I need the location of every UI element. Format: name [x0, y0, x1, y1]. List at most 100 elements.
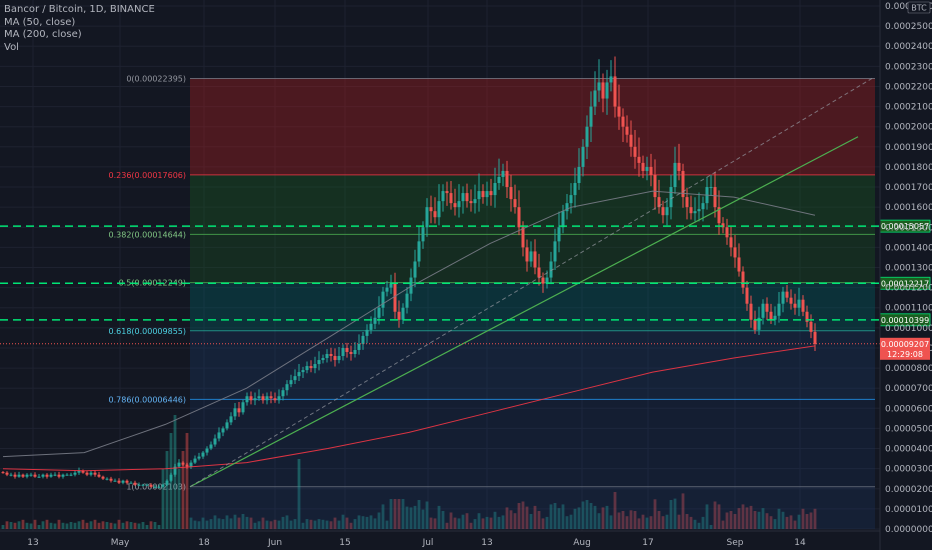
candle-body: [281, 390, 285, 397]
volume-bar: [313, 520, 317, 529]
volume-bar: [25, 522, 29, 529]
candle-body: [185, 464, 189, 467]
volume-bar: [633, 511, 637, 529]
candle-body: [477, 191, 481, 200]
volume-bar: [685, 514, 689, 529]
x-tick-label: 15: [339, 538, 350, 548]
volume-bar: [553, 503, 557, 529]
volume-bar: [297, 459, 301, 529]
candle-body: [777, 303, 781, 316]
legend-ma200[interactable]: MA (200, close): [4, 29, 82, 40]
volume-bar: [649, 516, 653, 529]
volume-bar: [309, 519, 313, 529]
candle-body: [617, 106, 621, 117]
volume-bar: [193, 520, 197, 529]
candle-body: [745, 287, 749, 304]
volume-bar: [249, 517, 253, 529]
volume-bar: [269, 521, 273, 529]
candle-body: [301, 370, 305, 373]
volume-bar: [141, 522, 145, 529]
candle-body: [49, 474, 53, 477]
candle-body: [305, 366, 309, 371]
candle-body: [493, 183, 497, 196]
x-tick-label: 14: [794, 538, 806, 548]
candle-body: [609, 76, 613, 83]
volume-bar: [713, 501, 717, 529]
candle-body: [189, 462, 193, 467]
candle-body: [9, 474, 13, 476]
volume-bar: [429, 517, 433, 529]
candle-body: [313, 364, 317, 369]
volume-bar: [537, 511, 541, 529]
candle-body: [105, 478, 109, 480]
candle-body: [261, 396, 265, 401]
volume-bar: [797, 514, 801, 529]
volume-bar: [813, 508, 817, 529]
volume-bar: [85, 522, 89, 529]
volume-bar: [465, 513, 469, 529]
volume-bar: [237, 517, 241, 529]
candle-body: [153, 486, 157, 488]
volume-bar: [781, 511, 785, 529]
candle-body: [797, 299, 801, 308]
candle-body: [557, 227, 561, 242]
volume-bar: [65, 523, 69, 529]
volume-bar: [621, 511, 625, 529]
candle-body: [513, 199, 517, 208]
volume-bar: [689, 516, 693, 529]
x-tick-label: Aug: [573, 538, 591, 548]
volume-bar: [505, 507, 509, 529]
candle-body: [57, 474, 61, 477]
candle-body: [37, 476, 41, 478]
candle-body: [121, 480, 125, 483]
volume-bar: [453, 517, 457, 529]
currency-label: BTC: [911, 4, 927, 13]
candle-body: [709, 187, 713, 189]
volume-bar: [265, 520, 269, 529]
candle-body: [677, 162, 681, 171]
candle-body: [669, 187, 673, 208]
volume-bar: [373, 518, 377, 529]
candle-body: [649, 166, 653, 175]
x-tick-label: 18: [198, 538, 210, 548]
candle-body: [661, 207, 665, 216]
candle-body: [497, 176, 501, 184]
volume-bar: [225, 515, 229, 529]
volume-bar: [113, 523, 117, 529]
candle-body: [561, 211, 565, 228]
legend-vol[interactable]: Vol: [4, 41, 19, 53]
fib-label: 0.236(0.00017606): [109, 171, 187, 180]
volume-bar: [213, 515, 217, 529]
candle-body: [613, 76, 617, 107]
candle-body: [765, 303, 769, 312]
candle-body: [325, 353, 329, 359]
candle-body: [29, 474, 33, 476]
volume-bar: [201, 517, 205, 529]
candle-body: [225, 422, 229, 429]
volume-bar: [625, 516, 629, 529]
volume-bar: [433, 518, 437, 529]
candle-body: [337, 356, 341, 361]
volume-bar: [605, 505, 609, 529]
volume-bar: [681, 493, 685, 529]
volume-bar: [377, 512, 381, 529]
candle-body: [509, 187, 513, 200]
level-tag-label: 0.00010399: [881, 316, 929, 325]
volume-bar: [61, 522, 65, 529]
volume-bar: [669, 500, 673, 529]
legend-ma50[interactable]: MA (50, close): [4, 16, 76, 28]
volume-bar: [517, 503, 521, 529]
legend-symbol[interactable]: Bancor / Bitcoin, 1D, BINANCE: [4, 4, 155, 15]
candle-body: [645, 166, 649, 171]
volume-bar: [541, 518, 545, 529]
fib-retracement[interactable]: 0(0.00022395) 0.236(0.00017606) 0.382(0.00…: [109, 75, 876, 492]
fib-label: 0.382(0.00014644): [109, 230, 187, 239]
candle-body: [361, 335, 365, 344]
